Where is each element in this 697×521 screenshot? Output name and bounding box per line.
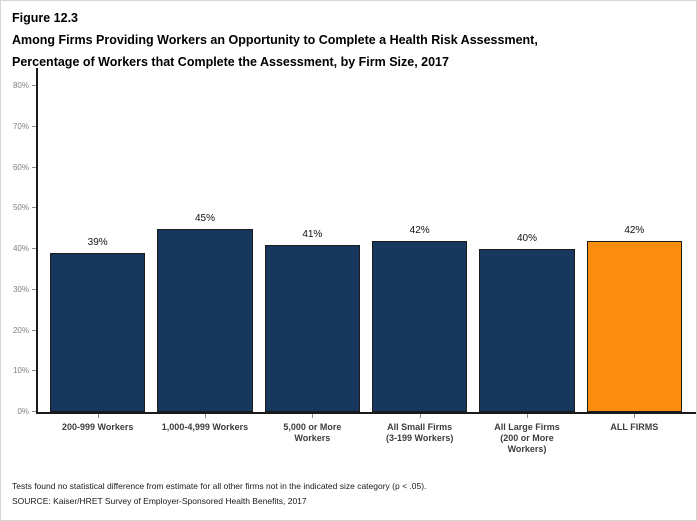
y-axis-tick-mark <box>32 288 36 290</box>
y-axis-tick-mark <box>32 411 36 412</box>
x-axis-tick-mark <box>419 414 421 418</box>
bar-6 <box>586 240 682 412</box>
footnote-block: Tests found no statistical difference fr… <box>12 479 426 509</box>
bar-5 <box>479 249 575 412</box>
x-axis-line <box>36 412 696 414</box>
bar-3 <box>264 244 360 412</box>
y-axis-tick-label: 50% <box>12 203 29 213</box>
y-axis-tick-label: 80% <box>12 81 29 90</box>
x-axis-tick-mark <box>634 414 636 418</box>
y-axis-tick-mark <box>32 370 36 372</box>
bar-value-label: 42% <box>409 224 430 236</box>
x-axis-category-label: 5,000 or More Workers <box>283 422 342 443</box>
x-axis-tick-mark <box>97 414 99 418</box>
bar-value-label: 42% <box>624 224 645 236</box>
chart-title-line2: Percentage of Workers that Complete the … <box>12 55 449 69</box>
bar-2 <box>157 228 253 412</box>
x-axis-category-label: ALL FIRMS <box>610 422 659 432</box>
x-axis-tick-mark <box>205 414 206 418</box>
bar-value-label: 41% <box>302 228 323 240</box>
y-axis-tick-mark <box>32 329 36 331</box>
bar-value-label: 39% <box>87 237 108 249</box>
footnote-source: SOURCE: Kaiser/HRET Survey of Employer-S… <box>12 496 307 506</box>
figure-label: Figure 12.3 <box>12 11 78 25</box>
x-axis-category-label: All Large Firms (200 or More Workers) <box>494 422 560 454</box>
y-axis-tick-label: 0% <box>17 407 29 416</box>
x-axis-tick-mark <box>527 414 528 418</box>
chart-title-line1: Among Firms Providing Workers an Opportu… <box>12 33 538 47</box>
footnote-statistical: Tests found no statistical difference fr… <box>12 481 427 491</box>
chart-title-block: Figure 12.3 Among Firms Providing Worker… <box>12 7 538 73</box>
y-axis-tick-mark <box>32 125 36 127</box>
bar-4 <box>372 240 468 412</box>
bar-value-label: 45% <box>194 212 215 224</box>
bar-1 <box>50 253 146 412</box>
y-axis-tick-mark <box>32 207 36 209</box>
y-axis-tick-label: 70% <box>12 121 29 131</box>
y-axis-tick-label: 30% <box>12 284 29 294</box>
y-axis-line <box>36 68 38 413</box>
y-axis-tick-mark <box>32 166 36 168</box>
y-axis-tick-label: 40% <box>12 244 29 253</box>
y-axis-tick-label: 20% <box>12 325 29 335</box>
y-axis-tick-mark <box>32 248 36 249</box>
x-axis-category-label: All Small Firms (3-199 Workers) <box>385 422 454 443</box>
y-axis-tick-mark <box>32 85 36 86</box>
y-axis-tick-label: 10% <box>12 366 29 376</box>
bar-value-label: 40% <box>516 233 537 244</box>
x-axis-category-label: 1,000-4,999 Workers <box>161 422 249 432</box>
x-axis-tick-mark <box>312 414 314 418</box>
x-axis-category-label: 200-999 Workers <box>61 422 134 432</box>
y-axis-tick-label: 60% <box>12 162 29 172</box>
